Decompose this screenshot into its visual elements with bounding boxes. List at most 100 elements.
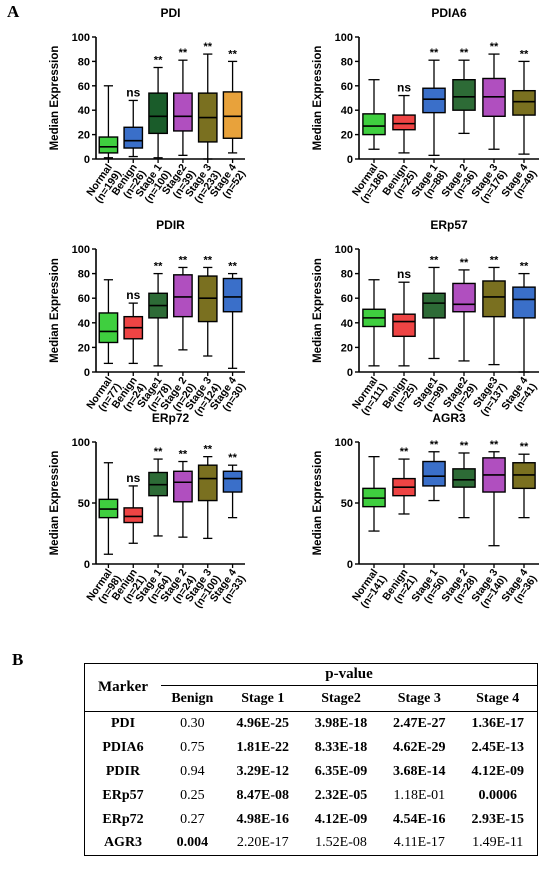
table-row: PDIA6 0.75 1.81E-22 8.33E-18 4.62E-29 2.45E-1… [85,736,538,760]
p-value-cell: 2.20E-17 [236,835,289,851]
significance-label: ** [203,254,212,266]
significance-label: ** [154,261,163,273]
p-value-cell: 1.81E-22 [236,739,290,755]
significance-label: ** [490,41,499,53]
table-row: PDI 0.30 4.96E-25 3.98E-18 2.47E-27 1.36E-17 [85,712,538,736]
significance-label: ** [179,254,188,266]
chart-title: PDIA6 [431,6,467,20]
significance-label: ** [154,446,163,458]
p-value-cell: 6.35E-09 [314,763,368,779]
y-tick-label: 60 [78,293,90,305]
x-tick-label: Stage2(n=29) [441,375,480,417]
box [422,87,446,114]
panel-label-a: A [7,2,20,21]
column-header: Stage 1 [241,690,285,706]
table-row: ERp57 0.25 8.47E-08 2.32E-05 1.18E-01 0.0006 [85,784,538,808]
significance-label: ns [397,81,411,95]
box [482,280,506,318]
row-marker: ERp72 [102,811,144,827]
y-tick-label: 100 [335,244,353,256]
significance-label: ** [520,441,529,453]
y-tick-label: 40 [341,318,353,330]
y-axis-label: Median Expression [312,451,324,556]
table-row: AGR3 0.004 2.20E-17 1.52E-08 4.11E-17 1.49E-1… [85,832,538,856]
box [197,464,218,502]
y-tick-label: 60 [78,81,90,93]
significance-label: ** [203,444,212,456]
x-tick-label: Benign(n=21) [380,567,419,609]
box [222,277,243,313]
box-plot-pdia6: PDIA6 Median Expression 0 20 40 60 80 100 Normal… [312,6,539,206]
table-body: PDI 0.30 4.96E-25 3.98E-18 2.47E-27 1.36E-17 P… [84,711,538,856]
y-tick-label: 50 [341,498,353,510]
significance-label: ** [228,261,237,273]
significance-label: ** [520,261,529,273]
box [512,286,536,319]
y-axis-label: Median Expression [49,258,61,363]
p-value-cell: 4.62E-29 [393,739,446,755]
x-tick-label: Stage 1(n=88) [409,162,449,206]
x-tick-label: Stage 4(n=41) [499,375,539,419]
box [148,92,168,135]
chart-title: PDIR [156,218,185,232]
box [422,460,446,487]
panel-label-b: B [12,650,24,669]
p-value-cell: 2.45E-13 [471,739,524,755]
significance-label: ** [179,47,188,59]
p-value-cell: 2.93E-15 [471,811,524,827]
y-tick-label: 60 [341,293,353,305]
y-tick-label: 80 [341,269,353,281]
y-tick-label: 100 [335,32,353,44]
p-value-cell: 4.54E-16 [393,811,446,827]
box-plot-grid: PDI Median Expression 0 20 40 60 80 100 Normal(n… [49,6,539,611]
x-tick-label: Normal(n=141) [349,567,389,611]
y-tick-label: 100 [335,437,353,449]
x-tick-label: Stage 4(n=36) [499,567,539,611]
significance-label: ns [126,85,140,99]
y-tick-label: 20 [341,130,353,142]
x-tick-label: Stage 2(n=36) [439,162,479,206]
p-value-table: Marker p-value Benign Stage 1 Stage2 Stage … [84,663,538,856]
row-marker: AGR3 [103,835,143,851]
y-axis-label: Median Expression [312,258,324,363]
significance-label: ** [228,48,237,60]
chart-title: AGR3 [432,411,466,425]
p-value-cell: 0.94 [180,763,205,779]
row-marker: ERp57 [102,787,144,803]
significance-label: ** [400,446,409,458]
y-tick-label: 40 [78,318,90,330]
x-tick-label: Stage 1(n=50) [409,567,449,611]
x-tick-label: Stage 4(n=49) [499,162,539,206]
x-tick-label: Normal(n=186) [349,162,389,206]
box [173,470,193,503]
x-tick-label: Stage 4(n=52) [208,162,248,206]
x-tick-label: Stage 3(n=176) [469,162,509,206]
x-tick-label: Stage 4(n=30) [208,375,248,419]
chart-title: ERp72 [152,411,190,425]
box [98,136,119,154]
column-header-row: Benign Stage 1 Stage2 Stage 3 Stage 4 [85,686,538,712]
y-tick-label: 0 [84,559,90,571]
row-marker: PDI [110,715,136,731]
significance-label: ** [460,257,469,269]
significance-label: ** [179,449,188,461]
significance-label: ** [430,47,439,59]
y-tick-label: 50 [78,498,90,510]
significance-label: ** [203,41,212,53]
x-tick-label: Stage3(n=137) [469,375,509,419]
significance-label: ** [460,47,469,59]
chart-title: PDI [160,6,180,20]
y-tick-label: 40 [78,105,90,117]
y-tick-label: 0 [347,367,353,379]
table-row: ERp72 0.27 4.98E-16 4.12E-09 4.54E-16 2.93E-1… [85,808,538,832]
significance-label: ** [490,254,499,266]
significance-label: ns [126,471,140,485]
p-value-cell: 0.27 [180,811,205,827]
p-value-cell: 0.004 [176,835,209,851]
y-tick-label: 100 [72,32,90,44]
box [452,78,476,111]
box [452,468,476,488]
